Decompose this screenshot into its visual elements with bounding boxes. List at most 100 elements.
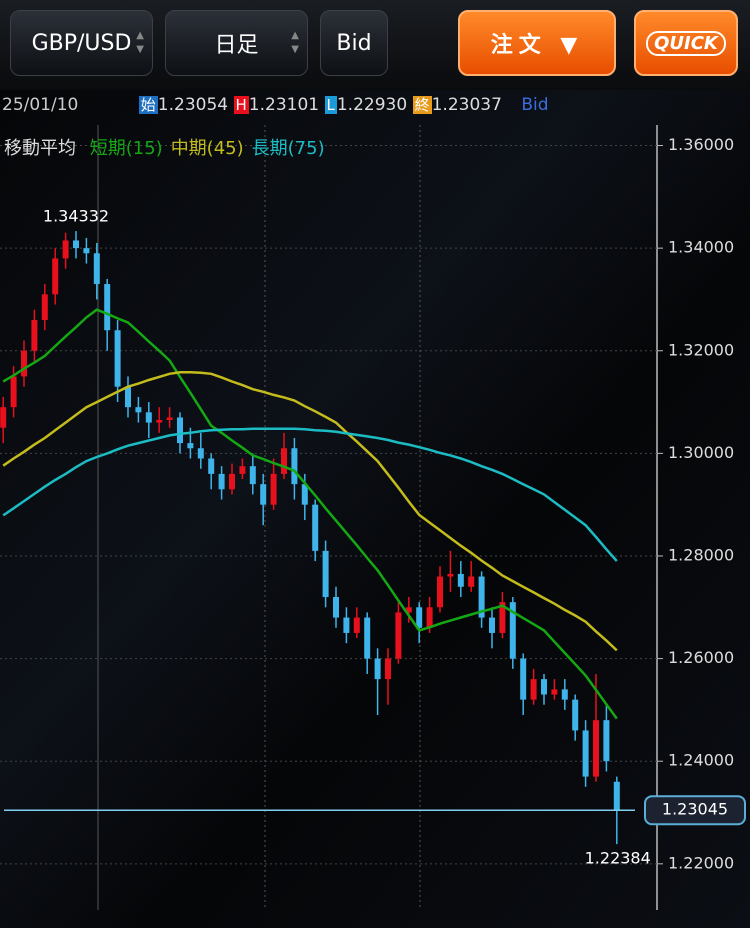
candle-body [83, 248, 90, 254]
quick-button[interactable]: QUICK [634, 10, 738, 76]
candle-body [249, 466, 256, 485]
y-tick-label: 1.34000 [668, 238, 734, 257]
period: 日足 [214, 33, 259, 58]
pair-select[interactable]: GBP/USD ▲ ▼ [10, 10, 153, 76]
y-tick-label: 1.24000 [668, 751, 734, 770]
candle-body [270, 473, 277, 505]
candle-body [197, 448, 204, 459]
price-type-button[interactable]: Bid [320, 10, 388, 76]
candle-body [385, 658, 391, 680]
candle-body [31, 319, 38, 351]
candle-body [229, 473, 235, 490]
low-tag: L [324, 96, 337, 114]
low-label: 1.22384 [585, 849, 651, 868]
candle-body [10, 376, 17, 408]
open-value: 1.23054 [157, 95, 229, 115]
candle-body [104, 284, 111, 331]
candle-body [530, 679, 537, 700]
y-tick-label: 1.30000 [668, 443, 734, 462]
candle-body [447, 573, 454, 577]
legend-entry: 長期(75) [251, 138, 325, 159]
y-tick-label: 1.36000 [668, 135, 734, 154]
candle-body [218, 473, 225, 490]
order: 注文 ▼ [490, 33, 584, 58]
candle-body [603, 720, 610, 762]
legend-entry: 短期(15) [89, 138, 163, 159]
candle-body [73, 240, 79, 249]
ma-line [2, 308, 618, 720]
candle-body [166, 417, 173, 421]
y-tick-label: 1.32000 [668, 340, 734, 359]
candle-body [582, 730, 589, 777]
candle-body [145, 412, 152, 423]
candle-body [260, 484, 267, 505]
candle-body [281, 448, 287, 474]
period-select[interactable]: 日足 ▲ ▼ [165, 10, 308, 76]
high-label: 1.34332 [43, 207, 109, 226]
order-button[interactable]: 注文 ▼ [458, 10, 616, 76]
last-price-box [644, 795, 746, 826]
open-tag: 始 [138, 96, 158, 114]
candle-body [301, 484, 308, 505]
candle-body [52, 258, 59, 295]
candle-body [561, 689, 568, 700]
candle-body [364, 617, 371, 659]
close-value: 1.23037 [431, 95, 502, 115]
candle-body [93, 253, 100, 285]
y-tick-label: 1.28000 [668, 545, 734, 564]
candle-body [457, 573, 464, 587]
toolbar: GBP/USD ▲ ▼ 日足 ▲ ▼ Bid 注文 ▼ QUICK [0, 0, 750, 90]
quick: QUICK [646, 30, 726, 56]
candle-body [437, 576, 443, 608]
candle-body [208, 458, 215, 474]
candle-body [520, 658, 527, 700]
candle-body [312, 504, 319, 551]
candle-body [468, 576, 475, 587]
chart-background [0, 90, 750, 928]
legend-entry: 中期(45) [170, 138, 244, 159]
candle-body [613, 781, 620, 811]
info-row: 25/01/10 始 1.23054 H 1.23101 L 1.22930 終 1.2… [2, 95, 549, 115]
candle-body [343, 617, 350, 633]
candle-body [41, 294, 48, 320]
candle-body [541, 679, 547, 695]
candle-body [395, 612, 402, 659]
candle-body [593, 720, 599, 777]
price-type: Bid [336, 30, 372, 56]
candle-body [509, 602, 516, 659]
candle-body [125, 386, 131, 408]
candle-body [499, 602, 506, 633]
y-tick-label: 1.26000 [668, 648, 734, 667]
candle-body [0, 407, 7, 428]
low-value: 1.22930 [336, 95, 408, 115]
date: 25/01/10 [2, 95, 79, 115]
last-price-label: 1.23045 [662, 800, 728, 819]
ma-line [2, 427, 618, 562]
candle-body [62, 240, 69, 259]
candle-body [572, 699, 579, 731]
candle-body [405, 607, 412, 613]
candle-body [239, 466, 246, 474]
price-type: Bid [521, 95, 549, 115]
high-value: 1.23101 [248, 95, 320, 115]
candle-body [156, 420, 163, 423]
candle-body [333, 597, 339, 618]
candle-body [426, 607, 433, 628]
candle-body [135, 407, 142, 413]
candle-body [374, 658, 381, 680]
high-tag: H [233, 96, 249, 114]
candle-body [416, 607, 423, 628]
candle-body [551, 689, 558, 695]
candle-body [353, 617, 360, 633]
candle-body [177, 417, 183, 444]
candle-body [21, 350, 27, 377]
pair: GBP/USD [31, 30, 132, 56]
ma-line [2, 371, 618, 652]
candle-body [322, 550, 329, 598]
legend: 移動平均 短期(15) 中期(45) 長期(75) [4, 134, 325, 160]
candle-body [478, 576, 485, 618]
legend-title: 移動平均 [4, 138, 76, 159]
candle-body [291, 448, 298, 485]
